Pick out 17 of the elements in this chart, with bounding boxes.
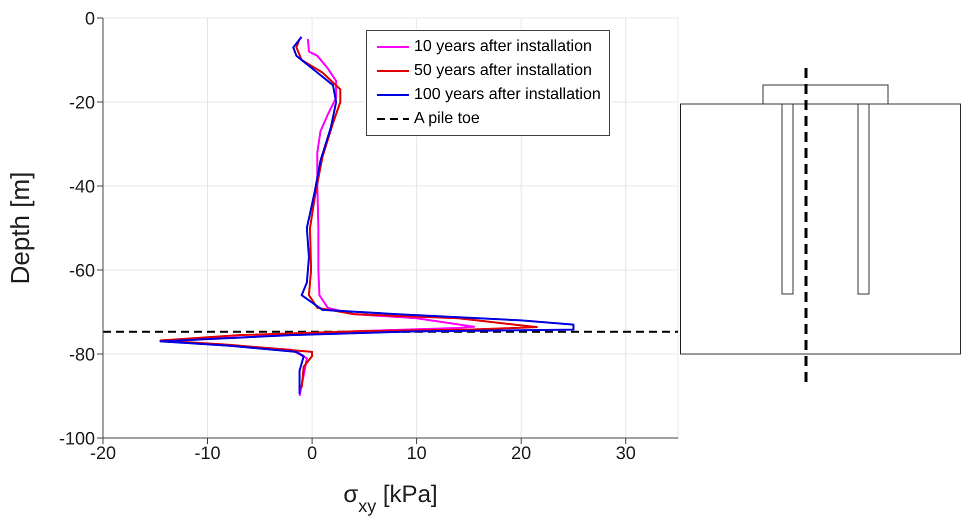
y-axis-title: Depth [m] <box>5 172 36 284</box>
legend-label: 100 years after installation <box>414 86 601 104</box>
legend-label: 50 years after installation <box>414 62 592 80</box>
x-tick-label: 0 <box>307 442 318 463</box>
y-tick-label: -20 <box>68 92 95 112</box>
y-tick-label: -80 <box>68 344 95 364</box>
x-tick-label: 30 <box>616 442 636 463</box>
y-tick-label: -100 <box>58 428 95 448</box>
x-tick-label: 10 <box>406 442 427 463</box>
x-tick-label: 20 <box>511 442 532 463</box>
x-axis-title: σ$_{xy}$ [kPa] <box>343 481 438 516</box>
y-tick-label: -40 <box>68 176 95 196</box>
y-tick-label: 0 <box>84 8 95 28</box>
y-tick-label: -60 <box>68 260 95 280</box>
x-tick-label: -10 <box>194 442 221 463</box>
legend-label: A pile toe <box>414 110 480 128</box>
legend-label: 10 years after installation <box>414 38 592 56</box>
